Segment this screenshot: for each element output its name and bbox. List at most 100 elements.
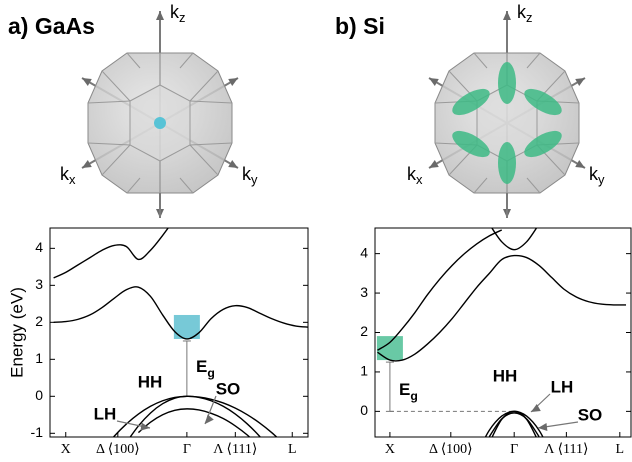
- k-label: kz: [517, 2, 532, 26]
- zone-edge: [189, 70, 219, 102]
- k-label-sub: y: [251, 172, 258, 187]
- valley: [154, 117, 166, 129]
- arrow-head: [82, 160, 92, 168]
- k-label-main: k: [407, 164, 417, 184]
- y-tick-label: 2: [35, 313, 43, 329]
- gap-label-sub: g: [410, 389, 417, 403]
- band-line: [137, 408, 251, 437]
- y-tick-label: 4: [35, 239, 43, 255]
- x-tick-label: L: [288, 442, 297, 457]
- bands: [377, 228, 627, 437]
- band-annotation: SO: [578, 405, 603, 424]
- k-label-main: k: [242, 164, 252, 184]
- y-tick-label: 0: [360, 402, 368, 418]
- y-tick-label: 3: [360, 284, 368, 300]
- band-annotation: HH: [138, 372, 163, 391]
- gap-label: Eg: [399, 380, 418, 403]
- valley: [524, 88, 562, 116]
- band-annotation: LH: [94, 404, 117, 423]
- arrow-head: [82, 78, 92, 86]
- k-label-sub: z: [526, 10, 532, 25]
- x-tick-label: Δ ⟨100⟩: [429, 442, 473, 457]
- band-line: [491, 228, 538, 251]
- valley: [452, 130, 490, 158]
- k-label-sub: x: [416, 172, 423, 187]
- k-label: ky: [242, 164, 258, 188]
- valley: [452, 88, 490, 116]
- arrow-head: [531, 404, 541, 412]
- zone-edge: [526, 52, 541, 69]
- zone-edge: [526, 177, 541, 194]
- y-tick-label: -1: [31, 424, 44, 440]
- x-tick-label: X: [385, 442, 395, 457]
- band-annotation: SO: [216, 379, 241, 398]
- zone-edge: [189, 142, 233, 146]
- gap-label-sub: g: [207, 366, 214, 380]
- plot-frame: [374, 227, 632, 438]
- panel-title: a) GaAs: [8, 13, 95, 39]
- y-tick-label: 2: [360, 323, 368, 339]
- x-tick-label: L: [616, 442, 625, 457]
- arrow-head: [575, 78, 585, 86]
- x-tick-label: X: [61, 442, 71, 457]
- zone-edge: [179, 52, 194, 69]
- valley: [498, 62, 516, 104]
- y-tick-label: 1: [360, 363, 368, 379]
- zone-edge: [87, 142, 131, 146]
- bands: [53, 228, 308, 437]
- k-label: kx: [60, 164, 76, 188]
- zone-edge: [189, 144, 219, 176]
- x-tick-label: Γ: [510, 442, 518, 457]
- x-tick-label: Λ ⟨111⟩: [544, 442, 588, 457]
- k-label-main: k: [60, 164, 70, 184]
- arrow-head: [205, 414, 214, 424]
- arrow-head: [503, 11, 511, 20]
- zone-edge: [473, 52, 488, 69]
- band-line: [377, 229, 503, 351]
- k-label-sub: z: [179, 10, 185, 25]
- k-label-sub: y: [598, 172, 605, 187]
- gap-label: Eg: [196, 357, 215, 380]
- k-label-main: k: [517, 2, 527, 22]
- y-tick-label: 3: [35, 276, 43, 292]
- y-tick-label: 4: [360, 244, 368, 260]
- band-line: [53, 286, 308, 340]
- band-annotation: HH: [493, 366, 518, 385]
- y-tick-label: 1: [35, 350, 43, 366]
- arrow-head: [228, 160, 238, 168]
- plot-frame: [49, 227, 309, 438]
- k-label-sub: x: [69, 172, 76, 187]
- gap-label-main: E: [196, 357, 207, 376]
- arrow-head: [538, 422, 548, 431]
- band-line: [491, 410, 537, 437]
- band-line: [53, 228, 169, 279]
- band-annotation: LH: [551, 377, 574, 396]
- band-line: [129, 395, 262, 437]
- k-label: kx: [407, 164, 423, 188]
- gap-label-main: E: [399, 380, 410, 399]
- zone-edge: [473, 177, 488, 194]
- y-tick-label: 0: [35, 387, 43, 403]
- valley: [498, 142, 516, 184]
- zone-edge: [87, 100, 131, 104]
- k-label-main: k: [589, 164, 599, 184]
- arrow-head: [156, 11, 164, 20]
- k-label: kz: [170, 2, 185, 26]
- y-axis-label: Energy (eV): [7, 287, 26, 378]
- zone-edge: [101, 144, 131, 176]
- zone-edge: [126, 52, 141, 69]
- zone-edge: [126, 177, 141, 194]
- k-label-main: k: [170, 2, 180, 22]
- arrow-head: [228, 78, 238, 86]
- arrow-head: [575, 160, 585, 168]
- band-line: [377, 254, 627, 362]
- arrow-head: [140, 422, 150, 431]
- zone-edge: [179, 177, 194, 194]
- valley: [524, 130, 562, 158]
- band-line: [488, 412, 540, 437]
- arrow-head: [429, 160, 439, 168]
- zone-edge: [101, 70, 131, 102]
